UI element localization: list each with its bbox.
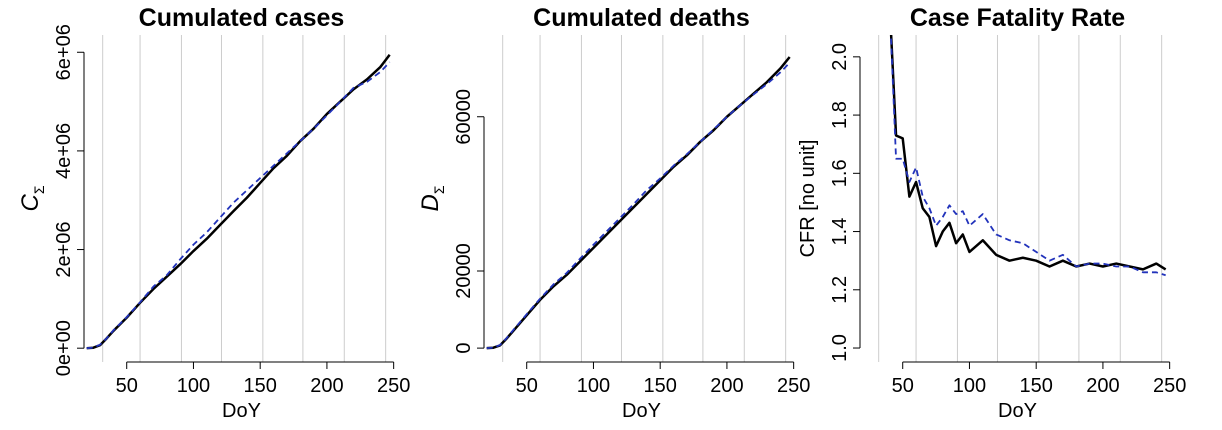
y-axis-title-main: D <box>417 194 444 211</box>
y-tick-label: 4e+06 <box>53 123 75 179</box>
y-tick-label: 2e+06 <box>53 221 75 277</box>
x-tick-label: 50 <box>892 375 914 397</box>
x-tick-label: 250 <box>377 375 410 397</box>
series-line <box>86 61 391 350</box>
y-axis-title-main: C <box>17 194 44 212</box>
x-tick-label: 200 <box>1086 375 1119 397</box>
x-tick-label: 150 <box>243 375 276 397</box>
panel: Cumulated deaths 50 100 150 200 250 DoY 0 20000 6… <box>417 4 810 422</box>
x-tick-label: 200 <box>310 375 343 397</box>
series-line <box>889 35 1166 277</box>
x-axis-title: DoY <box>622 400 661 422</box>
y-tick-label: 6e+06 <box>53 24 75 80</box>
x-tick-label: 150 <box>643 375 676 397</box>
x-tick-label: 50 <box>516 375 538 397</box>
chart-title: Cumulated cases <box>139 4 345 32</box>
panel: Case Fatality Rate 50 100 150 200 250 DoY 1.0 1.… <box>797 4 1186 422</box>
series-line <box>889 35 1167 271</box>
x-axis-title: DoY <box>222 400 261 422</box>
panel: Cumulated cases 50 100 150 200 250 DoY 0e+00 2e+… <box>17 4 410 422</box>
y-axis-title: DΣ <box>417 185 447 211</box>
y-tick-label: 1.0 <box>829 334 851 362</box>
chart-title: Cumulated deaths <box>533 4 750 32</box>
x-tick-label: 250 <box>777 375 810 397</box>
chart-title: Case Fatality Rate <box>910 4 1125 32</box>
y-tick-label: 0e+00 <box>53 320 75 376</box>
y-tick-label: 2.0 <box>829 43 851 71</box>
y-tick-label: 20000 <box>453 243 475 299</box>
y-axis-title-sub: Σ <box>431 185 447 194</box>
y-tick-label: 0 <box>453 343 475 354</box>
y-tick-label: 1.8 <box>829 101 851 129</box>
x-tick-label: 150 <box>1019 375 1052 397</box>
x-tick-label: 50 <box>116 375 138 397</box>
x-tick-label: 100 <box>577 375 610 397</box>
y-tick-label: 60000 <box>453 89 475 145</box>
y-axis-title-main: CFR [no unit] <box>797 140 819 258</box>
series-line <box>486 62 791 350</box>
y-tick-label: 1.6 <box>829 159 851 187</box>
x-tick-label: 100 <box>177 375 210 397</box>
x-tick-label: 200 <box>710 375 743 397</box>
y-axis-title: CΣ <box>17 185 47 211</box>
x-tick-label: 100 <box>953 375 986 397</box>
y-axis-title-sub: Σ <box>31 185 47 194</box>
y-tick-label: 1.2 <box>829 276 851 304</box>
x-tick-label: 250 <box>1153 375 1186 397</box>
x-axis-title: DoY <box>998 400 1037 422</box>
y-axis-title: CFR [no unit] <box>797 140 819 258</box>
y-tick-label: 1.4 <box>829 218 851 246</box>
